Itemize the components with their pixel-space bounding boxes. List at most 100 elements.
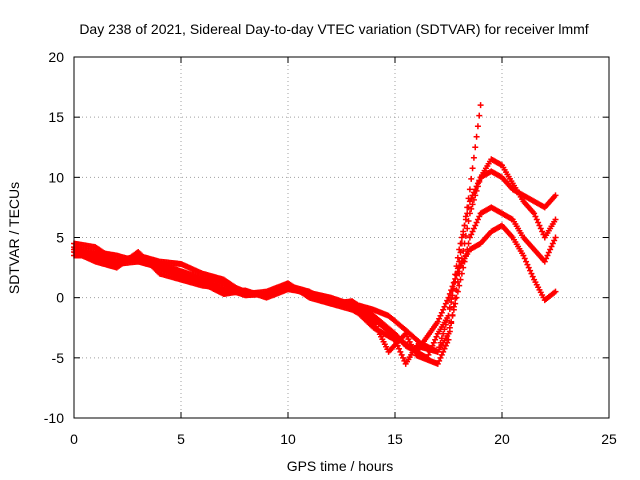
data-point (448, 287, 455, 294)
data-point (551, 237, 558, 244)
data-point (473, 183, 480, 190)
y-tick-label: -5 (52, 350, 65, 366)
data-point (425, 351, 432, 358)
data-point (466, 198, 473, 205)
data-point (477, 102, 484, 109)
data-point (523, 258, 530, 265)
x-tick-label: 20 (494, 431, 510, 447)
data-point (464, 210, 471, 217)
y-tick-label: 15 (48, 109, 64, 125)
data-point (472, 186, 479, 193)
data-point (458, 234, 465, 241)
data-point (469, 165, 476, 172)
data-point (441, 345, 448, 352)
data-point (465, 204, 472, 211)
data-point (521, 255, 528, 262)
data-point (547, 246, 554, 253)
data-point (396, 345, 403, 352)
data-point (457, 276, 464, 283)
x-tick-label: 10 (280, 431, 296, 447)
data-point (532, 213, 539, 220)
data-point (468, 195, 475, 202)
data-point (468, 175, 475, 182)
data-point (537, 225, 544, 232)
data-point (472, 222, 479, 229)
data-point (548, 243, 555, 250)
series-track-1 (71, 102, 484, 355)
data-point (398, 351, 405, 358)
data-point (450, 279, 457, 286)
data-point (552, 192, 559, 199)
data-point (452, 300, 459, 307)
data-point (432, 336, 439, 343)
data-point (462, 232, 469, 239)
data-point (446, 324, 453, 331)
data-point (473, 133, 480, 140)
data-point (454, 254, 461, 261)
data-point (529, 273, 536, 280)
data-point (470, 225, 477, 232)
data-point (552, 288, 559, 295)
data-point (437, 312, 444, 319)
data-point (544, 252, 551, 259)
data-point (474, 180, 481, 187)
data-point (440, 306, 447, 313)
data-point (552, 234, 559, 241)
x-axis-title: GPS time / hours (287, 458, 394, 474)
data-point (525, 264, 532, 271)
data-point (545, 249, 552, 256)
data-point (536, 222, 543, 229)
data-point (476, 177, 483, 184)
data-point (476, 213, 483, 220)
data-point (468, 231, 475, 238)
data-point (535, 219, 542, 226)
x-tick-label: 0 (70, 431, 78, 447)
data-point (394, 342, 401, 349)
data-point (446, 304, 453, 311)
data-point (430, 339, 437, 346)
data-point (460, 248, 467, 255)
data-point (437, 354, 444, 361)
data-point (474, 216, 481, 223)
data-point (539, 228, 546, 235)
data-point (438, 309, 445, 316)
data-point (436, 315, 443, 322)
data-point (440, 348, 447, 355)
data-point (454, 268, 461, 275)
data-point (444, 297, 451, 304)
data-point (520, 252, 527, 259)
data-point (456, 282, 463, 289)
grid-lines (74, 57, 609, 418)
series-track-4 (71, 204, 559, 367)
data-point (400, 354, 407, 361)
y-tick-label: 5 (56, 230, 64, 246)
data-point (458, 270, 465, 277)
series-layer (71, 102, 559, 367)
data-point (524, 261, 531, 268)
data-point (450, 306, 457, 313)
x-tick-label: 5 (177, 431, 185, 447)
y-tick-labels: -10 -5 0 5 10 15 20 (44, 49, 64, 426)
data-point (549, 240, 556, 247)
y-axis-title: SDTVAR / TECUs (6, 182, 22, 294)
data-point (531, 210, 538, 217)
data-point (442, 300, 449, 307)
data-point (454, 288, 461, 295)
data-point (469, 201, 476, 208)
data-point (476, 112, 483, 119)
data-point (438, 351, 445, 358)
data-point (393, 339, 400, 346)
y-tick-label: 20 (48, 49, 64, 65)
data-point (448, 318, 455, 325)
data-point (470, 154, 477, 161)
data-point (461, 222, 468, 229)
data-point (424, 354, 431, 361)
y-tick-label: 0 (56, 290, 64, 306)
data-point (452, 275, 459, 282)
data-point (441, 303, 448, 310)
data-point (465, 240, 472, 247)
data-point (434, 360, 441, 367)
y-tick-label: -10 (44, 410, 64, 426)
data-point (446, 290, 453, 297)
